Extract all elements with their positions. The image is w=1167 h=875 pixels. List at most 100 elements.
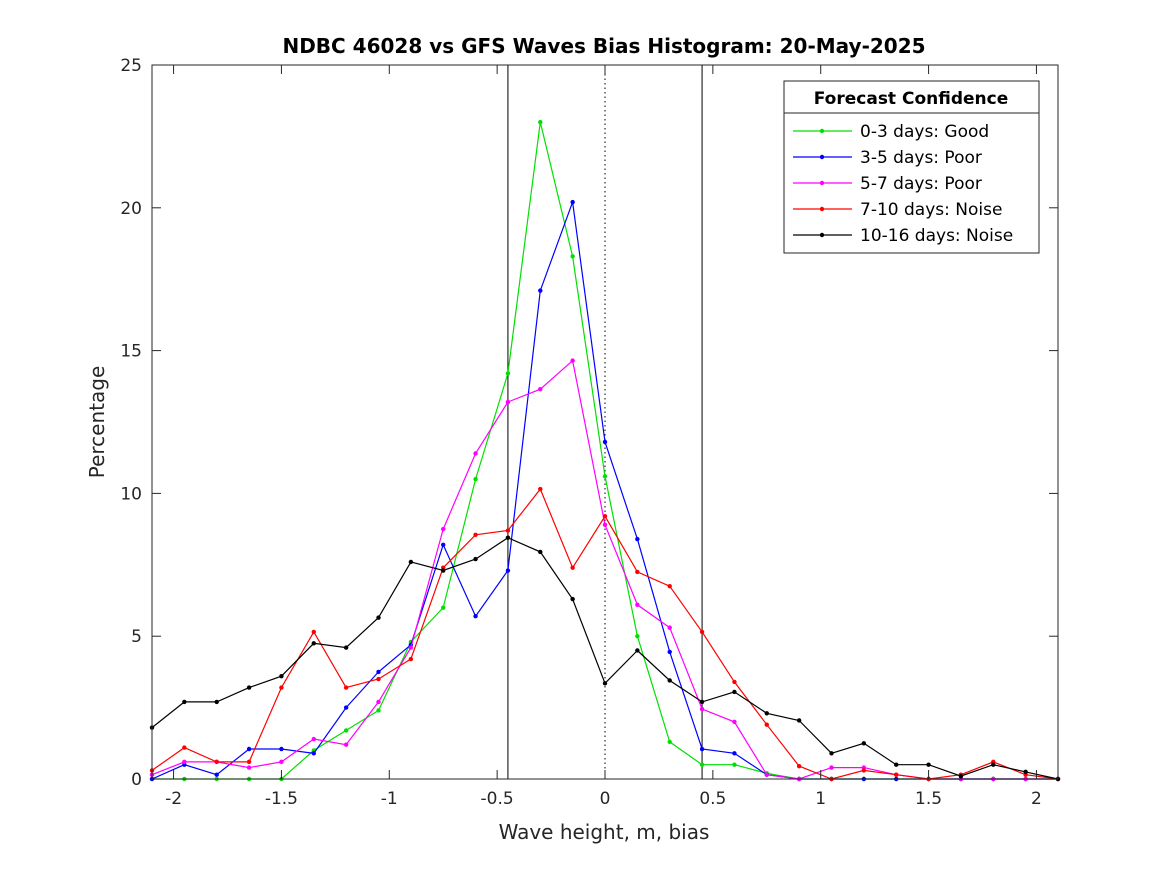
series-4 (149, 535, 1061, 782)
legend-entry-0: 0-3 days: Good (793, 122, 989, 142)
data-point (570, 596, 575, 602)
data-point (667, 625, 672, 630)
data-point (667, 739, 672, 745)
data-point (214, 759, 219, 765)
legend-label: 7-10 days: Noise (860, 200, 1002, 220)
legend-swatch-marker (819, 232, 825, 238)
chart-title: NDBC 46028 vs GFS Waves Bias Histogram: … (282, 34, 925, 58)
data-point (602, 522, 608, 528)
x-tick-label: -2 (165, 789, 182, 809)
data-point (182, 759, 187, 765)
legend-entry-4: 10-16 days: Noise (793, 226, 1013, 246)
data-point (1023, 769, 1028, 775)
data-point (279, 746, 284, 752)
data-point (602, 474, 608, 479)
data-point (246, 765, 252, 770)
legend-swatch-marker (819, 206, 825, 212)
data-point (505, 528, 511, 533)
x-tick-label: 0.5 (699, 789, 726, 809)
legend-title-box (783, 80, 1040, 114)
data-point (505, 535, 511, 540)
data-point (311, 751, 316, 756)
data-point (699, 629, 705, 635)
x-tick-label: -0.5 (481, 789, 514, 809)
x-tick-label: 0 (600, 789, 611, 809)
data-point (861, 768, 867, 773)
data-point (764, 722, 769, 727)
legend-entry-1: 3-5 days: Poor (793, 148, 982, 168)
data-point (602, 681, 608, 686)
data-point (602, 514, 608, 519)
data-point (635, 648, 640, 653)
data-point (505, 371, 511, 376)
data-point (829, 751, 834, 756)
legend-swatch-marker (819, 154, 825, 160)
legend-entry-2: 5-7 days: Poor (793, 174, 982, 194)
data-point (861, 741, 867, 746)
data-point (635, 569, 640, 575)
data-point (214, 699, 219, 705)
data-point (667, 678, 672, 683)
legend-entry-3: 7-10 days: Noise (793, 200, 1002, 220)
data-point (667, 649, 672, 655)
legend-title: Forecast Confidence (814, 89, 1009, 109)
data-point (538, 119, 543, 125)
y-tick-label: 5 (131, 627, 142, 647)
data-point (441, 605, 446, 610)
data-point (570, 254, 575, 259)
data-point (311, 736, 316, 742)
data-point (732, 762, 737, 767)
data-point (699, 762, 705, 767)
data-point (570, 199, 575, 205)
data-point (667, 584, 672, 589)
data-point (538, 386, 543, 392)
x-tick-label: -1.5 (265, 789, 298, 809)
data-point (635, 634, 640, 639)
data-point (441, 542, 446, 548)
data-point (764, 711, 769, 716)
y-tick-label: 0 (131, 770, 142, 790)
x-tick-label: -1 (381, 789, 398, 809)
data-point (311, 641, 316, 646)
data-point (699, 699, 705, 705)
y-tick-label: 10 (120, 484, 142, 504)
y-tick-label: 25 (120, 56, 142, 76)
data-point (214, 772, 219, 777)
data-point (343, 685, 349, 690)
x-tick-label: 1.5 (915, 789, 942, 809)
data-point (376, 669, 381, 675)
data-point (246, 746, 252, 752)
data-point (538, 288, 543, 293)
data-point (408, 656, 414, 662)
data-point (376, 615, 381, 620)
data-point (505, 568, 511, 573)
data-point (473, 532, 478, 538)
data-point (279, 759, 284, 765)
data-point (376, 676, 381, 682)
data-point (473, 556, 478, 562)
data-point (279, 673, 284, 679)
data-point (926, 762, 931, 767)
y-tick-label: 20 (120, 199, 142, 219)
legend-items: 0-3 days: Good 3-5 days: Poor 5-7 days: Po… (793, 122, 1013, 246)
legend-label: 0-3 days: Good (860, 122, 989, 142)
data-point (279, 685, 284, 690)
y-tick-label: 15 (120, 342, 142, 362)
legend-label: 3-5 days: Poor (860, 148, 982, 168)
data-point (796, 718, 802, 723)
data-point (732, 679, 737, 685)
data-point (408, 645, 414, 650)
data-point (732, 689, 737, 695)
data-point (602, 439, 608, 445)
data-point (505, 399, 511, 405)
x-tick-label: 1 (815, 789, 826, 809)
data-point (958, 773, 964, 779)
legend-label: 5-7 days: Poor (860, 174, 982, 194)
data-point (246, 759, 252, 765)
data-point (473, 451, 478, 456)
data-point (408, 559, 414, 565)
data-point (343, 728, 349, 733)
data-point (473, 476, 478, 482)
